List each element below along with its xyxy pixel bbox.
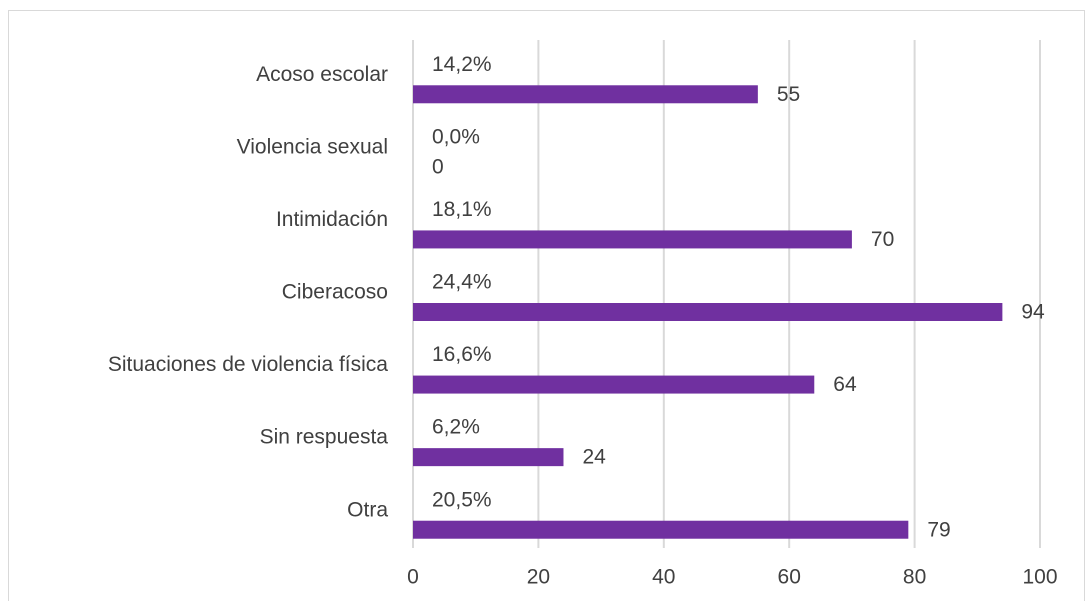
- x-tick-label: 20: [527, 566, 550, 589]
- percent-label: 14,2%: [432, 53, 492, 76]
- y-tick-label: Otra: [347, 498, 388, 521]
- x-tick-label: 40: [652, 566, 675, 589]
- percent-label: 20,5%: [432, 488, 492, 511]
- bar: [413, 230, 852, 249]
- x-tick-label: 60: [778, 566, 801, 589]
- y-tick-label: Situaciones de violencia física: [108, 353, 388, 376]
- value-label: 24: [582, 446, 606, 469]
- bar: [413, 85, 758, 104]
- value-label: 55: [777, 83, 800, 106]
- value-label: 94: [1021, 301, 1045, 324]
- percent-label: 18,1%: [432, 198, 492, 221]
- bar: [413, 520, 909, 539]
- chart-frame: [8, 10, 1085, 601]
- y-tick-label: Sin respuesta: [260, 426, 389, 449]
- y-tick-label: Ciberacoso: [282, 281, 388, 304]
- x-tick-label: 80: [903, 566, 926, 589]
- y-tick-label: Violencia sexual: [237, 135, 388, 158]
- bar: [413, 375, 815, 394]
- percent-label: 6,2%: [432, 416, 480, 439]
- value-label: 64: [833, 373, 857, 396]
- y-tick-label: Intimidación: [276, 208, 388, 231]
- x-tick-label: 100: [1022, 566, 1057, 589]
- value-label: 0: [432, 155, 444, 178]
- percent-label: 0,0%: [432, 125, 480, 148]
- bar: [413, 448, 564, 467]
- percent-label: 24,4%: [432, 271, 492, 294]
- percent-label: 16,6%: [432, 343, 492, 366]
- y-tick-label: Acoso escolar: [256, 63, 388, 86]
- value-label: 79: [927, 518, 950, 541]
- bar: [413, 303, 1003, 321]
- x-tick-label: 0: [407, 566, 419, 589]
- value-label: 70: [871, 228, 894, 251]
